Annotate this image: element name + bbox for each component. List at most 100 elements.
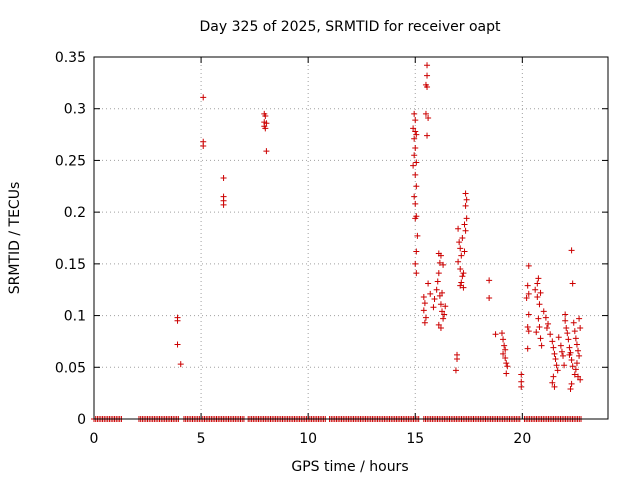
data-point — [558, 348, 565, 355]
data-point — [412, 200, 419, 207]
data-point — [439, 308, 446, 315]
data-point — [421, 300, 428, 307]
data-point — [566, 344, 573, 351]
data-point — [220, 201, 227, 208]
data-point — [463, 215, 470, 222]
y-axis-title: SRMTID / TECUs — [7, 182, 23, 295]
data-point — [563, 324, 570, 331]
data-point — [434, 278, 441, 285]
data-point — [518, 378, 525, 385]
data-point — [486, 277, 493, 284]
data-point — [412, 117, 419, 124]
y-tick-labels: 0 0.05 0.1 0.15 0.2 0.25 0.3 0.35 — [55, 50, 86, 428]
data-point — [413, 159, 420, 166]
data-point — [534, 280, 541, 287]
data-point — [439, 289, 446, 296]
data-point — [525, 262, 532, 269]
data-point — [412, 215, 419, 222]
data-point — [498, 330, 505, 337]
data-point — [532, 286, 539, 293]
data-point — [458, 252, 465, 259]
data-point — [435, 321, 442, 328]
data-point — [461, 248, 468, 255]
data-point — [436, 259, 443, 266]
data-point — [552, 356, 559, 363]
data-point — [570, 319, 577, 326]
data-point — [440, 315, 447, 322]
data-point — [536, 323, 543, 330]
data-point — [462, 227, 469, 234]
data-point — [442, 303, 449, 310]
data-point — [436, 292, 443, 299]
data-point — [463, 196, 470, 203]
data-point — [413, 131, 420, 138]
x-tick-label: 20 — [513, 431, 531, 447]
x-tick-labels: 0 5 10 15 20 — [90, 431, 532, 447]
data-point — [424, 72, 431, 79]
data-point — [503, 370, 510, 377]
data-point — [174, 317, 181, 324]
data-point — [549, 379, 556, 386]
data-point — [458, 279, 465, 286]
y-tick-label: 0.3 — [64, 102, 86, 118]
data-point — [425, 280, 432, 287]
data-point — [525, 311, 532, 318]
data-point — [550, 373, 557, 380]
data-point — [551, 383, 558, 390]
data-point — [410, 125, 417, 132]
data-point — [427, 290, 434, 297]
data-point — [557, 342, 564, 349]
axis-ticks — [93, 56, 608, 420]
data-point — [411, 152, 418, 159]
data-point — [554, 367, 561, 374]
data-point — [573, 341, 580, 348]
data-point — [524, 282, 531, 289]
data-point — [568, 380, 575, 387]
data-point — [424, 83, 431, 90]
data-point — [569, 363, 576, 370]
data-point — [549, 338, 556, 345]
data-point — [421, 319, 428, 326]
data-point — [262, 125, 269, 132]
data-point — [577, 324, 584, 331]
data-point — [424, 132, 431, 139]
data-point — [575, 347, 582, 354]
data-point — [486, 294, 493, 301]
data-point — [568, 247, 575, 254]
data-point — [572, 366, 579, 373]
data-point — [561, 362, 568, 369]
data-point — [457, 282, 464, 289]
data-point — [425, 115, 432, 122]
data-point — [504, 363, 511, 370]
data-point — [525, 328, 532, 335]
data-point — [437, 301, 444, 308]
data-point — [413, 270, 420, 277]
data-point — [422, 110, 429, 117]
data-point — [411, 110, 418, 117]
data-point — [547, 331, 554, 338]
data-point — [412, 145, 419, 152]
data-point — [533, 329, 540, 336]
data-point — [420, 293, 427, 300]
y-tick-label: 0.25 — [55, 153, 86, 169]
data-point — [575, 373, 582, 380]
data-point — [263, 120, 270, 127]
data-point — [220, 175, 227, 182]
data-point — [441, 311, 448, 318]
data-point — [452, 367, 459, 374]
data-point — [518, 383, 525, 390]
data-point — [535, 275, 542, 282]
data-point — [431, 296, 438, 303]
data-point — [411, 193, 418, 200]
data-point — [422, 314, 429, 321]
chart-title: Day 325 of 2025, SRMTID for receiver oap… — [200, 19, 501, 35]
data-point — [565, 336, 572, 343]
data-point — [555, 334, 562, 341]
data-point — [462, 190, 469, 197]
data-point — [412, 128, 419, 135]
data-point — [177, 361, 184, 368]
data-point — [456, 239, 463, 246]
data-point — [538, 342, 545, 349]
data-point — [435, 250, 442, 257]
x-axis-title: GPS time / hours — [291, 459, 408, 475]
